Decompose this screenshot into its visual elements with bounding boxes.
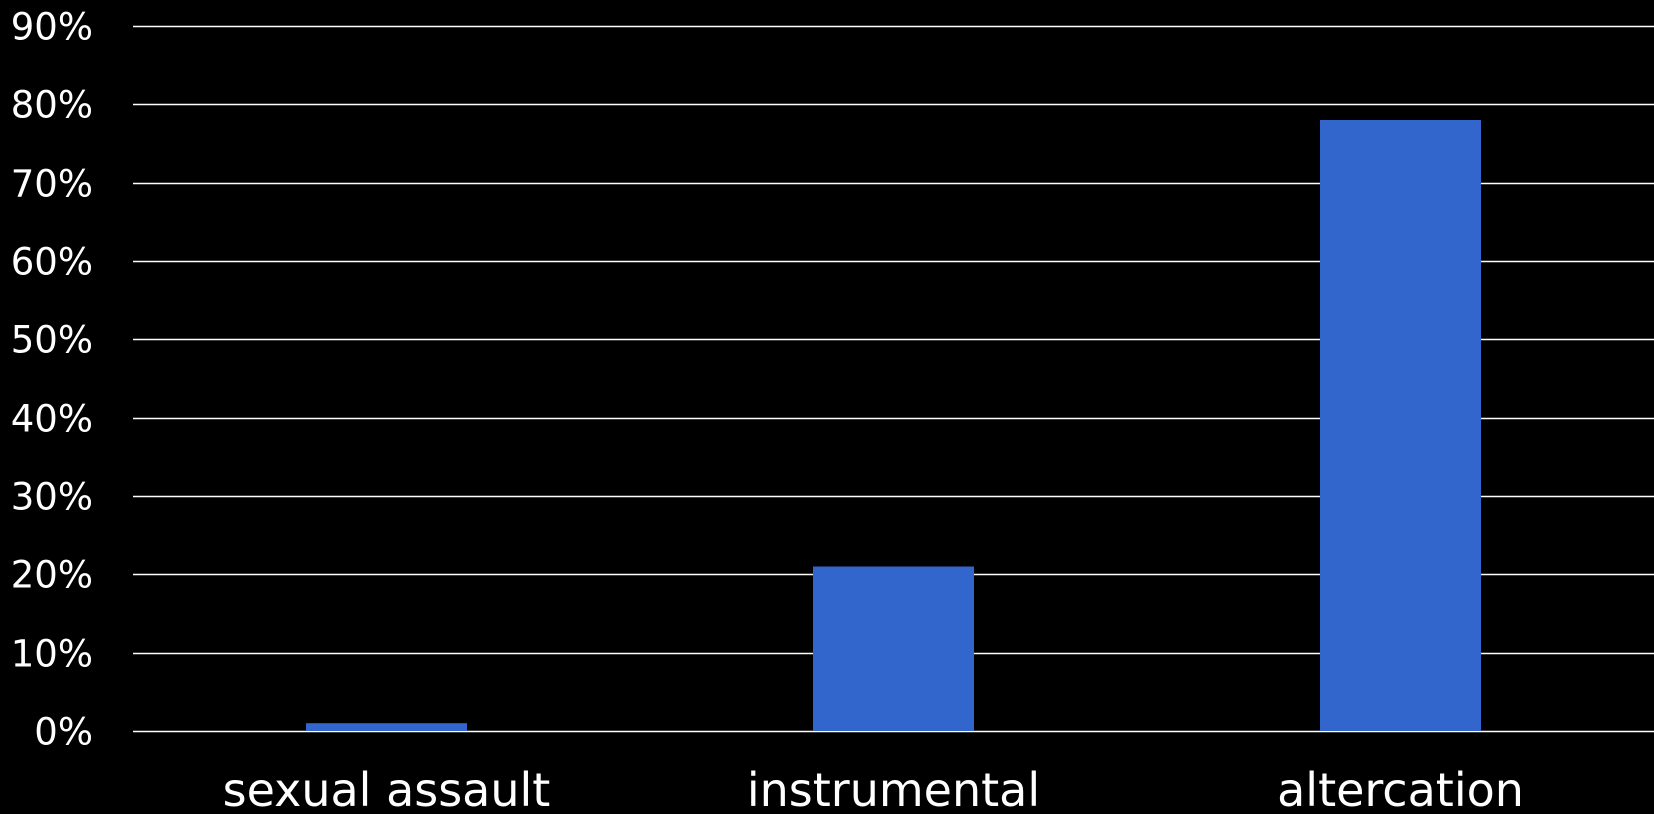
y-tick-label: 0% [34, 711, 93, 754]
x-category-label: instrumental [747, 763, 1040, 814]
x-category-label: sexual assault [223, 763, 551, 814]
bar-sexual-assault [306, 723, 467, 731]
y-axis-tick-labels: 0% 10% 20% 30% 40% 50% 60% 70% 80% 90% [11, 6, 93, 754]
y-tick-label: 60% [11, 241, 93, 284]
y-tick-label: 90% [11, 6, 93, 49]
x-category-label: altercation [1277, 763, 1524, 814]
y-tick-label: 50% [11, 319, 93, 362]
bar-altercation [1320, 120, 1481, 731]
bars [306, 120, 1481, 731]
y-tick-label: 10% [11, 633, 93, 676]
y-tick-label: 70% [11, 163, 93, 206]
x-axis-category-labels: sexual assault instrumental altercation [223, 763, 1524, 814]
gridlines [133, 25, 1654, 733]
y-tick-label: 80% [11, 84, 93, 127]
bar-instrumental [813, 566, 974, 731]
y-tick-label: 40% [11, 398, 93, 441]
y-tick-label: 20% [11, 554, 93, 597]
y-tick-label: 30% [11, 476, 93, 519]
